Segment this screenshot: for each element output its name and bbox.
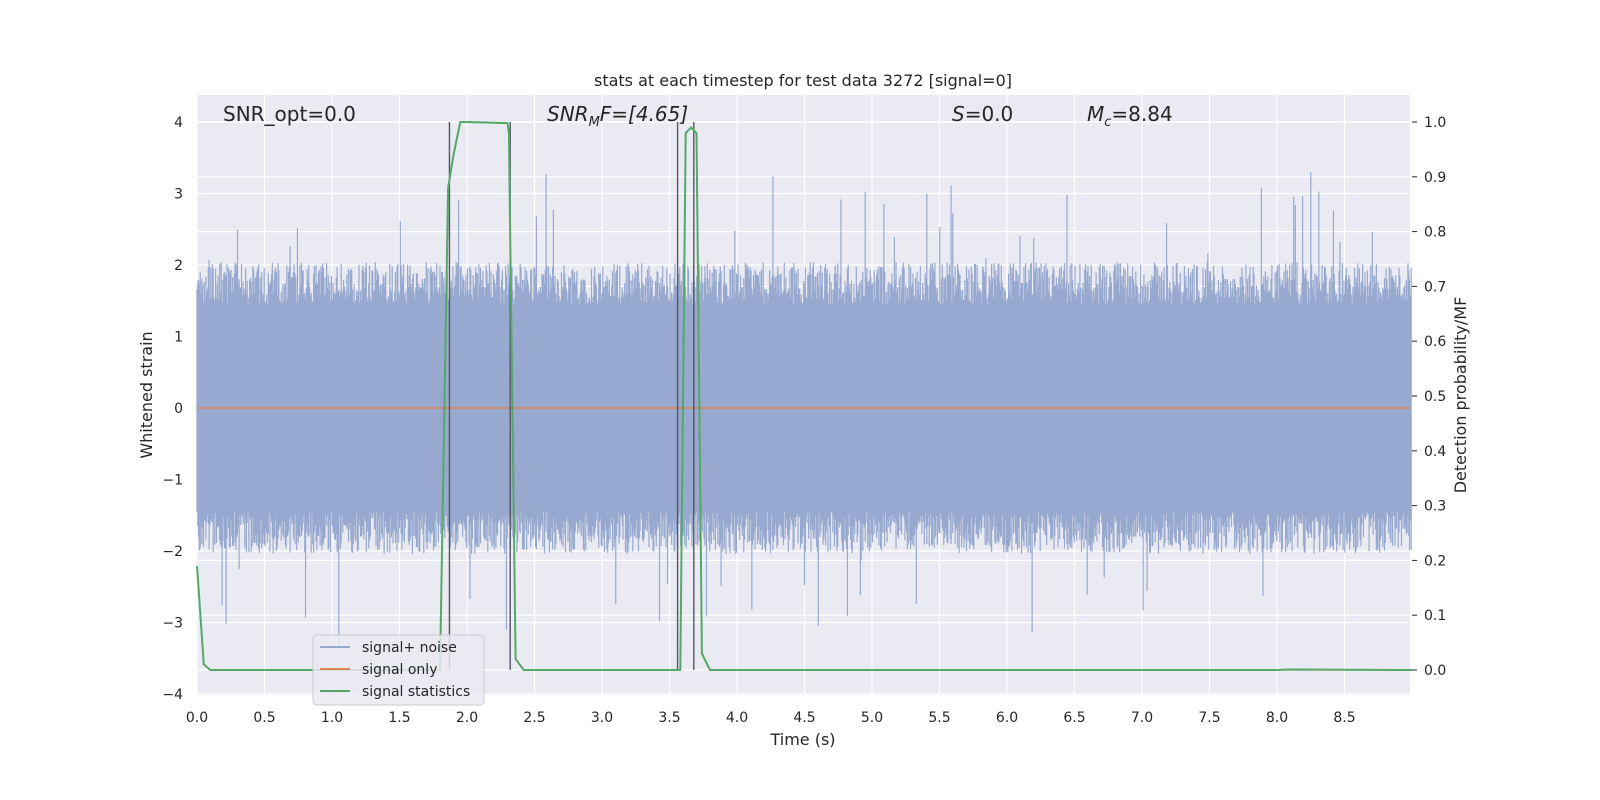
x-tick-label: 6.5 xyxy=(1063,710,1085,726)
y-tick-label: −1 xyxy=(162,473,183,489)
y2-tick-label: 0.5 xyxy=(1424,389,1446,405)
y2-tick-label: 0.1 xyxy=(1424,608,1446,624)
series-signal-statistics xyxy=(196,121,1413,671)
x-tick-label: 8.0 xyxy=(1266,710,1288,726)
y2-tick-label: 0.3 xyxy=(1424,499,1446,515)
y2-tick-label: 0.7 xyxy=(1424,279,1446,295)
legend-label-signal-noise: signal+ noise xyxy=(362,640,457,656)
y-tick-label: 2 xyxy=(174,258,183,274)
y2-tick-label: 1.0 xyxy=(1424,115,1446,131)
y2-axis-title: Detection probability/MF xyxy=(1451,297,1470,494)
y-tick-label: −4 xyxy=(162,687,183,703)
y-tick-label: 0 xyxy=(174,401,183,417)
x-tick-label: 2.5 xyxy=(523,710,545,726)
mc-sub: c xyxy=(1104,115,1111,130)
series-signal-noise xyxy=(196,172,1412,647)
snr-mf-sub: M xyxy=(589,115,600,130)
y2-tick-label: 0.4 xyxy=(1424,444,1446,460)
x-tick-label: 8.5 xyxy=(1333,710,1355,726)
legend: signal+ noise signal only signal statist… xyxy=(312,634,485,706)
legend-box xyxy=(312,634,485,706)
snr-mf-annotation: SNRMF=[4.65] xyxy=(547,102,688,130)
legend-label-signal-statistics: signal statistics xyxy=(362,684,470,700)
x-tick-label: 7.5 xyxy=(1198,710,1220,726)
y2-tick-label: 0.9 xyxy=(1424,170,1446,186)
y-tick-label: 1 xyxy=(174,330,183,346)
s-annotation: S=0.0 xyxy=(952,102,1013,126)
x-tick-label: 5.5 xyxy=(928,710,950,726)
snr-mf-rest: F=[4.65] xyxy=(600,102,688,126)
mc-rest: =8.84 xyxy=(1111,102,1172,126)
noise-trace xyxy=(196,172,1412,647)
s-name: S xyxy=(952,102,965,126)
x-tick-label: 0.5 xyxy=(253,710,275,726)
x-tick-label: 3.5 xyxy=(658,710,680,726)
signal-statistics-line xyxy=(196,121,1413,671)
x-tick-label: 5.0 xyxy=(861,710,883,726)
y-tick-label: 4 xyxy=(174,115,183,131)
x-tick-label: 4.5 xyxy=(793,710,815,726)
y-tick-label: 3 xyxy=(174,187,183,203)
x-tick-label: 0.0 xyxy=(186,710,208,726)
y-axis-title: Whitened strain xyxy=(137,331,156,458)
y-tick-label: −3 xyxy=(162,616,183,632)
x-tick-label: 3.0 xyxy=(591,710,613,726)
x-tick-label: 1.5 xyxy=(388,710,410,726)
snr-opt-annotation: SNR_opt=0.0 xyxy=(223,102,356,126)
x-tick-label: 1.0 xyxy=(321,710,343,726)
x-tick-label: 7.0 xyxy=(1131,710,1153,726)
y2-tick-label: 0.0 xyxy=(1424,663,1446,679)
x-tick-label: 4.0 xyxy=(726,710,748,726)
mc-name: M xyxy=(1087,102,1104,126)
x-tick-label: 6.0 xyxy=(996,710,1018,726)
chart-title: stats at each timestep for test data 327… xyxy=(594,71,1012,90)
x-tick-label: 2.0 xyxy=(456,710,478,726)
y2-tick-label: 0.6 xyxy=(1424,334,1446,350)
y2-tick-label: 0.8 xyxy=(1424,225,1446,241)
y-tick-label: −2 xyxy=(162,544,183,560)
legend-label-signal-only: signal only xyxy=(362,662,437,678)
tick-labels: 0.0 0.5 1.0 1.5 2.0 2.5 3.0 3.5 4.0 4.5 5.0 5.5 6.0 6… xyxy=(162,115,1446,726)
y2-tick-label: 0.2 xyxy=(1424,553,1446,569)
mc-annotation: Mc=8.84 xyxy=(1087,102,1173,130)
s-rest: =0.0 xyxy=(965,102,1014,126)
x-axis-title: Time (s) xyxy=(769,730,835,749)
snr-mf-name: SNR xyxy=(547,102,589,126)
